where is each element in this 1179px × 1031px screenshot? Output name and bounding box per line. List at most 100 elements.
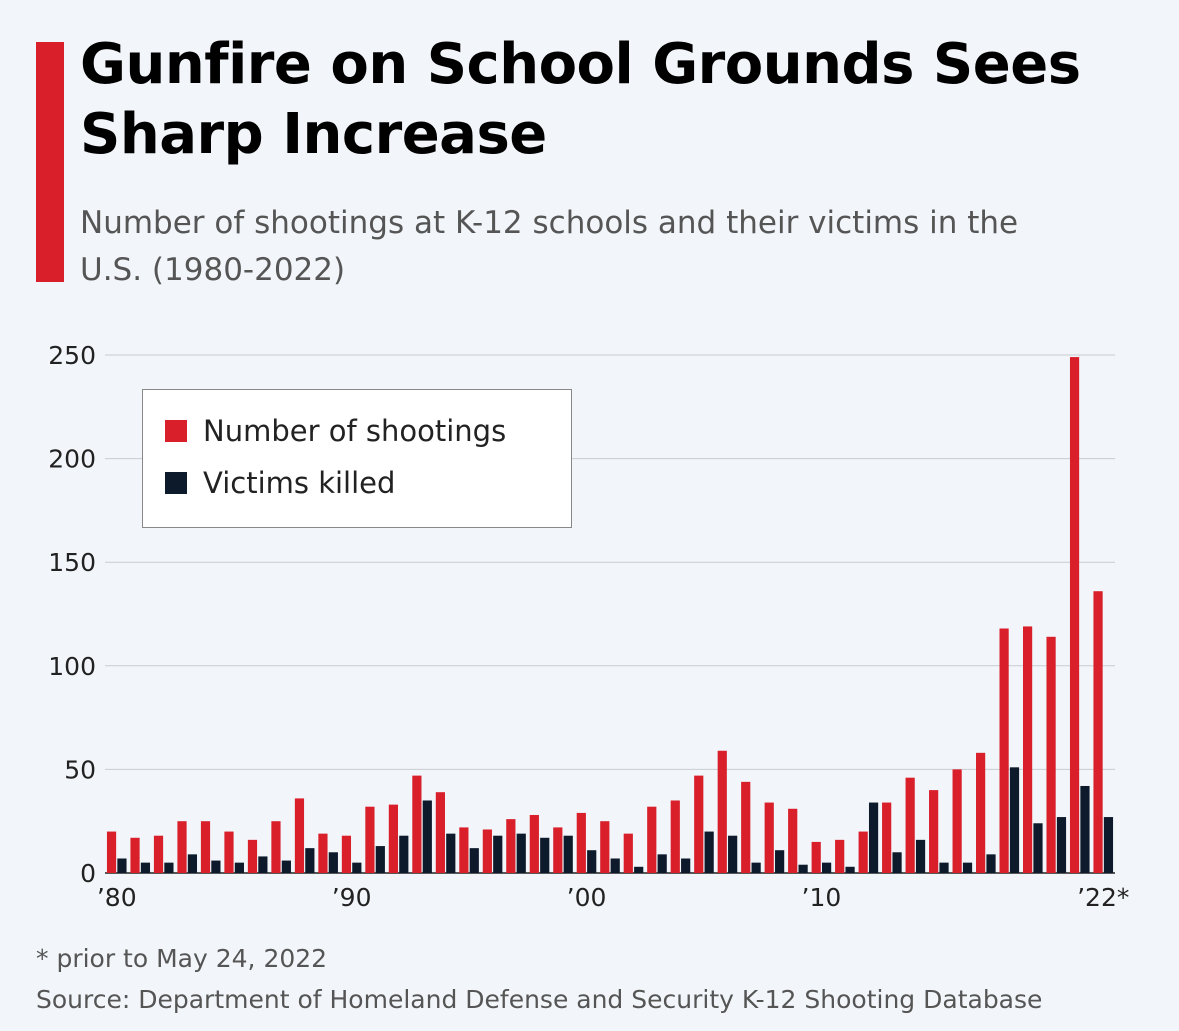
bar-shootings — [694, 775, 704, 873]
bar-killed — [1033, 823, 1043, 873]
bar-shootings — [717, 750, 727, 873]
legend-item-shootings: Number of shootings — [165, 413, 506, 449]
bar-killed — [1103, 817, 1114, 873]
bar-shootings — [999, 628, 1009, 873]
bar-shootings — [835, 839, 845, 873]
bar-shootings — [976, 752, 986, 873]
x-tick-label: ’10 — [802, 883, 842, 912]
y-tick-label: 150 — [48, 548, 96, 577]
bar-shootings — [224, 831, 234, 873]
bar-shootings — [670, 800, 680, 873]
bar-shootings — [459, 827, 469, 873]
bar-killed — [798, 864, 808, 873]
bars — [106, 357, 1114, 873]
bar-shootings — [341, 835, 352, 873]
chart-title: Gunfire on School Grounds Sees Sharp Inc… — [80, 32, 1081, 167]
bar-shootings — [623, 833, 633, 873]
bar-killed — [187, 854, 198, 873]
bar-killed — [728, 835, 738, 873]
legend-item-killed: Victims killed — [165, 465, 395, 501]
bar-killed — [516, 833, 526, 873]
bar-shootings — [153, 835, 164, 873]
bar-shootings — [200, 821, 211, 873]
bar-killed — [1009, 767, 1020, 873]
bar-killed — [821, 862, 832, 873]
legend-label-shootings: Number of shootings — [203, 414, 507, 448]
bar-shootings — [318, 833, 328, 873]
bar-killed — [469, 848, 479, 873]
bar-shootings — [388, 804, 399, 873]
bar-shootings — [600, 821, 610, 873]
bar-chart: 0 50 100 150 200 250 ’80 ’90 ’00 ’10 ’22* — [48, 341, 1130, 912]
bar-shootings — [1022, 626, 1033, 873]
bar-killed — [681, 858, 691, 873]
bar-killed — [939, 862, 949, 873]
bar-shootings — [130, 837, 140, 873]
bar-killed — [634, 866, 644, 873]
legend-swatch-killed — [165, 472, 187, 494]
bar-killed — [399, 835, 409, 873]
bar-shootings — [177, 821, 187, 873]
bar-killed — [281, 860, 291, 873]
x-axis-ticks: ’80 ’90 ’00 ’10 ’22* — [97, 883, 1130, 912]
bar-killed — [986, 854, 996, 873]
bar-shootings — [365, 806, 375, 873]
bar-killed — [328, 852, 338, 873]
bar-killed — [140, 862, 151, 873]
bar-shootings — [271, 821, 281, 873]
bar-shootings — [576, 812, 586, 873]
bar-killed — [751, 862, 761, 873]
y-tick-label: 0 — [80, 859, 96, 888]
y-tick-label: 200 — [48, 445, 96, 474]
y-tick-label: 100 — [48, 652, 96, 681]
bar-shootings — [741, 781, 751, 873]
bar-killed — [493, 835, 503, 873]
bar-killed — [610, 858, 620, 873]
bar-killed — [258, 856, 268, 873]
source-note: Source: Department of Homeland Defense a… — [36, 985, 1043, 1014]
bar-killed — [1056, 817, 1067, 873]
bar-killed — [352, 862, 362, 873]
x-tick-label: ’80 — [97, 883, 137, 912]
bar-shootings — [858, 831, 868, 873]
chart-subtitle: Number of shootings at K-12 schools and … — [80, 205, 1019, 288]
bar-killed — [868, 802, 879, 873]
bar-shootings — [811, 841, 821, 873]
bar-shootings — [882, 802, 892, 873]
legend-label-killed: Victims killed — [203, 466, 396, 500]
bar-killed — [962, 862, 973, 873]
bar-shootings — [764, 802, 774, 873]
bar-killed — [563, 835, 573, 873]
bar-shootings — [788, 808, 798, 873]
bar-shootings — [553, 827, 563, 873]
bar-killed — [211, 860, 221, 873]
y-axis-ticks: 0 50 100 150 200 250 — [48, 341, 96, 888]
bar-killed — [657, 854, 667, 873]
bar-shootings — [482, 829, 492, 873]
bar-killed — [234, 862, 244, 873]
bar-shootings — [506, 819, 516, 873]
x-tick-label: ’22* — [1077, 883, 1129, 912]
bar-shootings — [1093, 591, 1103, 873]
bar-shootings — [905, 777, 915, 873]
bar-shootings — [647, 806, 657, 873]
bar-killed — [915, 839, 926, 873]
accent-bar — [36, 42, 64, 282]
bar-killed — [375, 846, 385, 873]
bar-killed — [892, 852, 902, 873]
x-tick-label: ’00 — [567, 883, 607, 912]
bar-shootings — [435, 792, 445, 873]
y-tick-label: 50 — [64, 755, 96, 784]
bar-shootings — [952, 769, 962, 873]
bar-killed — [446, 833, 456, 873]
bar-killed — [540, 837, 550, 873]
bar-killed — [775, 850, 785, 873]
bar-killed — [117, 858, 127, 873]
bar-shootings — [929, 790, 939, 873]
y-tick-label: 250 — [48, 341, 96, 370]
legend: Number of shootings Victims killed — [142, 389, 572, 528]
bar-killed — [305, 848, 315, 873]
bar-shootings — [529, 814, 539, 873]
bar-killed — [587, 850, 597, 873]
bar-shootings — [1046, 636, 1056, 873]
